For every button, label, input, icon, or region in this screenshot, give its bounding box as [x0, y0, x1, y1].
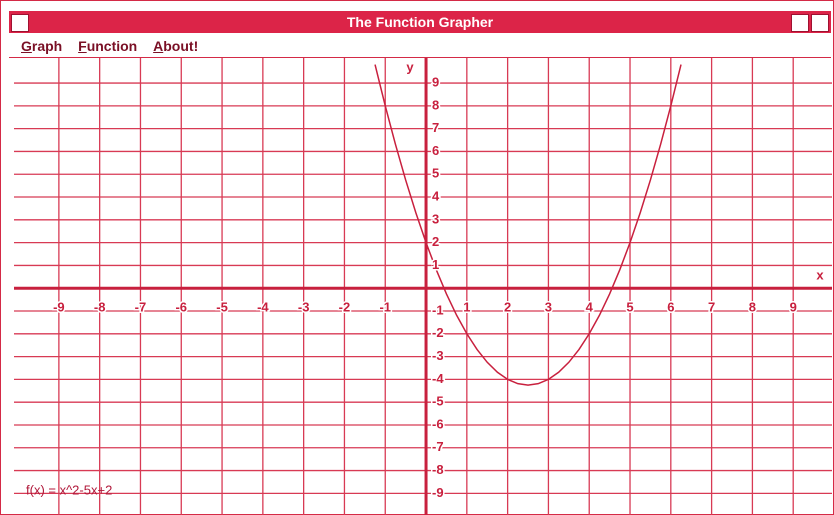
y-tick-label: 2 [432, 234, 439, 249]
y-tick-label: -8 [432, 462, 444, 477]
y-tick-label: 6 [432, 143, 439, 158]
function-label: f(x) = x^2-5x+2 [26, 482, 112, 497]
y-tick-label: -9 [432, 485, 444, 500]
x-tick-label: -2 [339, 300, 351, 315]
y-tick-label: -1 [432, 302, 444, 317]
x-tick-label: 5 [626, 300, 633, 315]
graph: f(x) = x^2-5x+2 -9 -8 -7 -6 -5 -4 -3 -2 -1 1 2 3 4 5 6… [0, 0, 834, 515]
grid [14, 58, 834, 515]
x-axis-label: x [816, 268, 824, 283]
y-tick-label: -3 [432, 348, 444, 363]
y-tick-label: 8 [432, 97, 439, 112]
plot-area [375, 65, 681, 386]
x-tick-label: 3 [545, 300, 552, 315]
y-tick-label: 9 [432, 75, 439, 90]
x-tick-label: -4 [257, 300, 269, 315]
x-tick-label: 2 [504, 300, 511, 315]
x-tick-label: -3 [298, 300, 310, 315]
y-axis-label: y [406, 59, 414, 74]
x-tick-label: 1 [463, 300, 470, 315]
x-tick-label: -8 [94, 300, 106, 315]
page: The Function Grapher Graph Function Abou… [0, 0, 834, 515]
x-tick-label: 6 [667, 300, 674, 315]
x-tick-label: 4 [586, 300, 594, 315]
x-tick-label: 7 [708, 300, 715, 315]
y-tick-label: -5 [432, 394, 444, 409]
x-tick-label: -6 [175, 300, 187, 315]
y-tick-label: -2 [432, 325, 444, 340]
y-tick-label: -6 [432, 416, 444, 431]
y-tick-label: -4 [432, 371, 444, 386]
x-tick-label: -1 [379, 300, 391, 315]
y-tick-label: 3 [432, 211, 439, 226]
x-tick-label: 9 [790, 300, 797, 315]
y-tick-label: -7 [432, 439, 444, 454]
y-tick-label: 5 [432, 166, 439, 181]
y-tick-label: 7 [432, 120, 439, 135]
x-tick-label: -9 [53, 300, 65, 315]
y-tick-label: 4 [432, 188, 440, 203]
y-tick-label: 1 [432, 257, 439, 272]
x-tick-label: -5 [216, 300, 228, 315]
function-curve [375, 65, 681, 386]
x-tick-label: -7 [135, 300, 147, 315]
x-tick-label: 8 [749, 300, 756, 315]
